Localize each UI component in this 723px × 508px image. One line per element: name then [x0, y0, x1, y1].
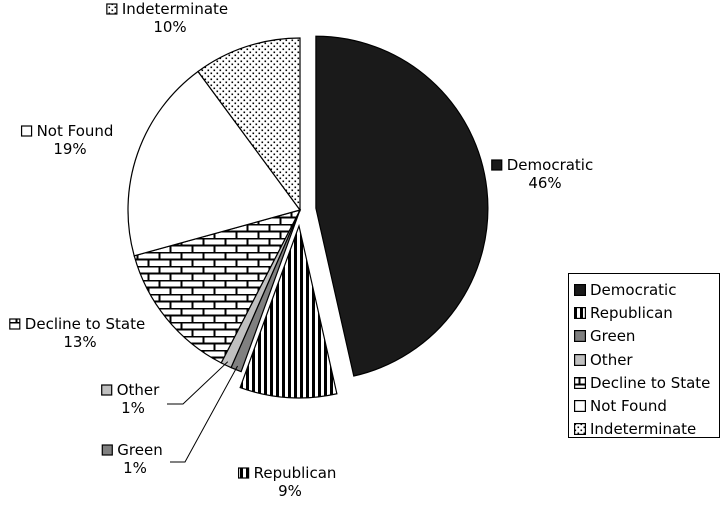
chart-legend: Democratic Republican Green Other Decline to… — [568, 273, 720, 438]
slice-value-democratic: 46% — [528, 174, 561, 192]
pie-slice-republican — [239, 223, 338, 399]
slice-value-other: 1% — [121, 399, 145, 417]
legend-item-republican: Republican — [574, 301, 719, 324]
slice-value-not-found: 19% — [53, 140, 86, 158]
slice-label-swatch-not-found — [20, 125, 33, 137]
legend-label-decline-to-state: Decline to State — [590, 373, 711, 392]
legend-label-other: Other — [590, 350, 633, 369]
slice-label-other: Other — [117, 381, 160, 399]
legend-swatch-other — [574, 353, 586, 366]
legend-label-indeterminate: Indeterminate — [590, 420, 697, 439]
slice-value-indeterminate: 10% — [153, 18, 186, 36]
slice-label-decline-to-state: Decline to State — [25, 315, 145, 333]
legend-item-decline-to-state: Decline to State — [574, 371, 719, 394]
slice-label-swatch-democratic — [491, 159, 503, 171]
pie-slice-indeterminate — [197, 37, 301, 212]
pie-slices — [127, 35, 489, 399]
legend-swatch-green — [574, 330, 586, 343]
legend-item-not-found: Not Found — [574, 394, 719, 417]
legend-label-republican: Republican — [590, 303, 673, 322]
slice-label-democratic: Democratic — [507, 156, 593, 174]
pie-slice-decline-to-state — [133, 209, 302, 364]
legend-label-democratic: Democratic — [590, 280, 677, 299]
slice-label-swatch-green — [101, 444, 113, 456]
slice-value-republican: 9% — [278, 482, 302, 500]
legend-item-other: Other — [574, 348, 719, 371]
slice-labels: Democratic46%Republican9%Green1%Other1%D… — [9, 0, 593, 500]
leader-lines — [167, 361, 238, 463]
pie-slice-democratic — [315, 35, 489, 377]
slice-label-swatch-indeterminate — [106, 3, 118, 15]
legend-swatch-decline-to-state — [574, 376, 586, 389]
slice-label-green: Green — [117, 441, 162, 459]
legend-swatch-democratic — [574, 283, 586, 296]
legend-swatch-republican — [574, 306, 586, 319]
legend-item-indeterminate: Indeterminate — [574, 418, 719, 441]
legend-swatch-indeterminate — [574, 423, 586, 436]
legend-swatch-not-found — [574, 400, 586, 413]
slice-label-not-found: Not Found — [37, 122, 114, 140]
leader-line-other — [167, 361, 229, 405]
slice-label-indeterminate: Indeterminate — [122, 0, 228, 18]
legend-item-green: Green — [574, 325, 719, 348]
legend-label-not-found: Not Found — [590, 397, 667, 416]
slice-value-decline-to-state: 13% — [63, 333, 96, 351]
slice-value-green: 1% — [123, 459, 147, 477]
slice-label-swatch-decline-to-state — [9, 318, 21, 330]
legend-item-democratic: Democratic — [574, 278, 719, 301]
legend-label-green: Green — [590, 327, 636, 346]
pie-slice-not-found — [127, 70, 301, 257]
slice-label-swatch-republican — [237, 467, 250, 479]
leader-line-green — [170, 365, 238, 463]
slice-label-swatch-other — [101, 384, 113, 396]
slice-label-republican: Republican — [254, 464, 337, 482]
